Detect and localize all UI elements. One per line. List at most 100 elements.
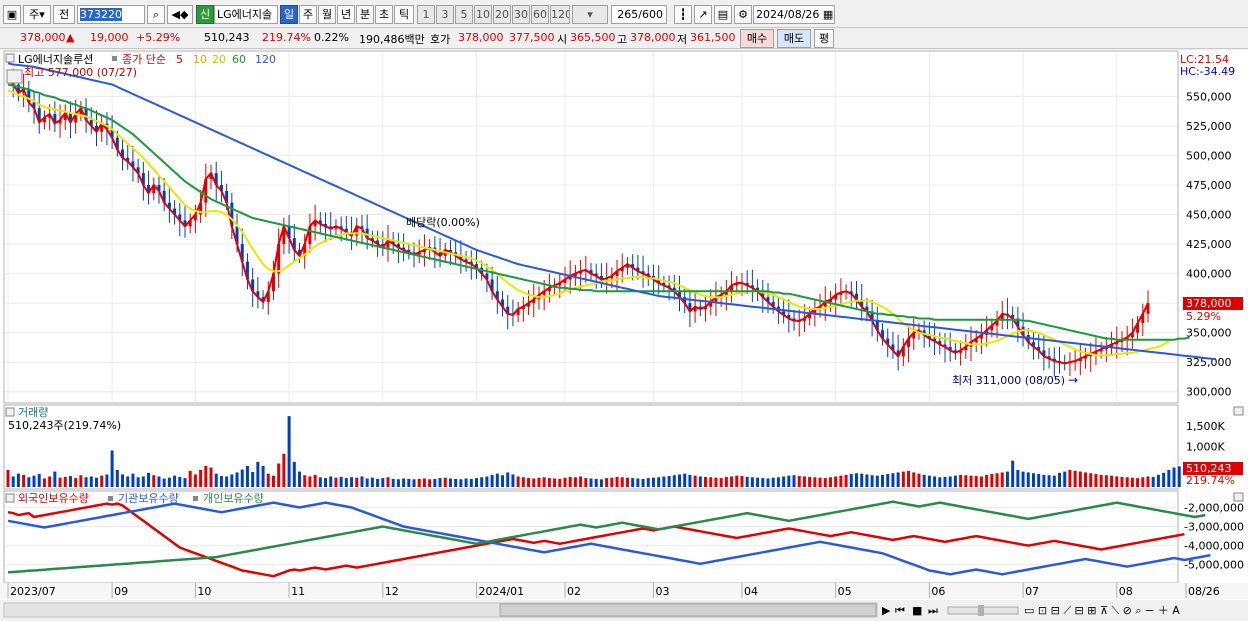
candle-body	[714, 297, 718, 302]
ma-line-120	[7, 62, 1216, 361]
sell-button[interactable]: 매도	[777, 29, 811, 48]
indicator-icon[interactable]: ↗	[694, 5, 712, 24]
volume-bar	[126, 476, 130, 487]
trade-amount: 190,486백만	[359, 33, 425, 46]
volume-bar	[485, 476, 489, 487]
stop-icon[interactable]: ■	[912, 604, 922, 617]
sound-icon[interactable]: ◀◆	[167, 5, 193, 24]
candle-icon[interactable]: ┇	[674, 5, 692, 24]
volume-bar	[292, 461, 296, 487]
candle-body	[573, 273, 577, 276]
interval-1-button[interactable]: 1	[417, 5, 435, 24]
volume-bar	[282, 453, 286, 487]
volume-bar	[214, 473, 218, 487]
buy-button[interactable]: 매수	[740, 29, 774, 48]
volume-bar	[1037, 474, 1041, 487]
volume-panel-menu-icon[interactable]	[5, 407, 15, 417]
volume-bar	[927, 475, 931, 487]
zoom-slider-handle[interactable]	[978, 605, 984, 616]
volume-bar	[1115, 476, 1119, 487]
volume-bar	[818, 477, 822, 487]
candle-body	[828, 299, 832, 302]
candle-body	[688, 303, 692, 312]
interval-120-button[interactable]: 120	[550, 5, 570, 24]
volume-bar	[308, 476, 312, 487]
period-month-button[interactable]: 월	[318, 5, 336, 24]
window-menu-icon[interactable]: ▣	[3, 5, 21, 24]
scroll-first-icon[interactable]: ⏮	[895, 604, 905, 617]
interval-30-button[interactable]: 30	[512, 5, 530, 24]
scroll-last-icon[interactable]: ⏭	[928, 604, 938, 617]
candle-body	[933, 338, 937, 341]
volume-bar	[121, 474, 125, 487]
volume-bar	[152, 475, 156, 487]
holdings-panel-close-icon[interactable]	[1233, 492, 1244, 502]
volume-bars	[6, 416, 1181, 487]
volume-bar	[464, 478, 468, 487]
volume-bar	[438, 478, 442, 487]
save-icon[interactable]: ▤	[714, 5, 732, 24]
stock-name-field[interactable]: LG에너지솔	[214, 5, 278, 24]
period-minute-button[interactable]: 분	[356, 5, 374, 24]
date-input[interactable]: 2024/08/26 ▦	[753, 5, 835, 24]
volume-bar	[605, 478, 609, 487]
quote-bar: 378,000 ▲ 19,000 +5.29% 510,243 219.74% …	[0, 28, 1248, 49]
candle-body	[896, 350, 900, 357]
volume-bar	[521, 477, 525, 487]
interval-5-button[interactable]: 5	[455, 5, 473, 24]
candle-body	[693, 306, 697, 312]
volume-bar	[459, 479, 463, 487]
period-select[interactable]: 주▾	[23, 5, 51, 24]
volume-bar	[37, 474, 41, 487]
candle-body	[266, 291, 270, 302]
candle-body	[459, 255, 463, 260]
volume-bar	[969, 475, 973, 487]
candle-body	[521, 306, 525, 310]
interval-3-button[interactable]: 3	[436, 5, 454, 24]
price-panel-menu-icon[interactable]	[5, 53, 15, 63]
volume-bar	[865, 474, 869, 487]
period-second-button[interactable]: 초	[375, 5, 393, 24]
scrollbar-thumb[interactable]	[499, 603, 877, 617]
candle-body	[313, 220, 317, 227]
settings-icon[interactable]: ⚙	[734, 5, 752, 24]
interval-10-button[interactable]: 10	[474, 5, 492, 24]
current-price-tag-value: 378,000	[1186, 297, 1232, 310]
interval-custom-select[interactable]: ▾	[572, 5, 608, 24]
period-week-button[interactable]: 주	[299, 5, 317, 24]
search-icon[interactable]: ⌕	[147, 5, 165, 24]
volume-bar	[943, 476, 947, 487]
candle-body	[1141, 313, 1145, 324]
volume-bar	[959, 474, 963, 487]
candle-body	[1037, 346, 1041, 351]
scroll-right-icon[interactable]: ▶	[882, 604, 891, 617]
calculator-icon[interactable]	[6, 69, 23, 84]
volume-bar	[32, 475, 36, 487]
chart-svg[interactable]: 550,000 525,000 500,000 475,000 450,000 425,0…	[0, 50, 1248, 621]
count-input[interactable]: 265/600	[611, 5, 667, 24]
volume-bar	[277, 463, 281, 487]
candle-body	[209, 173, 213, 180]
period-tick-button[interactable]: 틱	[394, 5, 414, 24]
volume-panel-close-icon[interactable]	[1233, 406, 1244, 416]
evaluate-button[interactable]: 평	[814, 29, 834, 48]
volume-bar	[1016, 469, 1020, 487]
volume-bar	[391, 478, 395, 487]
drawing-tools-icon[interactable]: ▭ ⊡ ⊟ ⟋ ⊟ ⊞ ⊼ ⟍ ⊘ ⌕ − ＋ A	[1024, 604, 1180, 617]
volume-bar	[74, 478, 78, 487]
period-day-button[interactable]: 일	[280, 5, 298, 24]
candle-body	[745, 283, 749, 286]
interval-60-button[interactable]: 60	[531, 5, 549, 24]
period-year-button[interactable]: 년	[337, 5, 355, 24]
volume-bar	[1110, 475, 1114, 487]
volume-bar	[313, 474, 317, 487]
volume-bar	[854, 473, 858, 487]
interval-20-button[interactable]: 20	[493, 5, 511, 24]
holdings-panel-menu-icon[interactable]	[5, 493, 15, 503]
prev-button[interactable]: 전	[53, 5, 75, 24]
volume-bar	[303, 475, 307, 487]
stock-code-input[interactable]: 373220	[77, 5, 145, 24]
hc-label: HC:-34.49	[1180, 65, 1235, 78]
volume-bar	[844, 474, 848, 487]
current-price-tag	[1183, 297, 1243, 310]
